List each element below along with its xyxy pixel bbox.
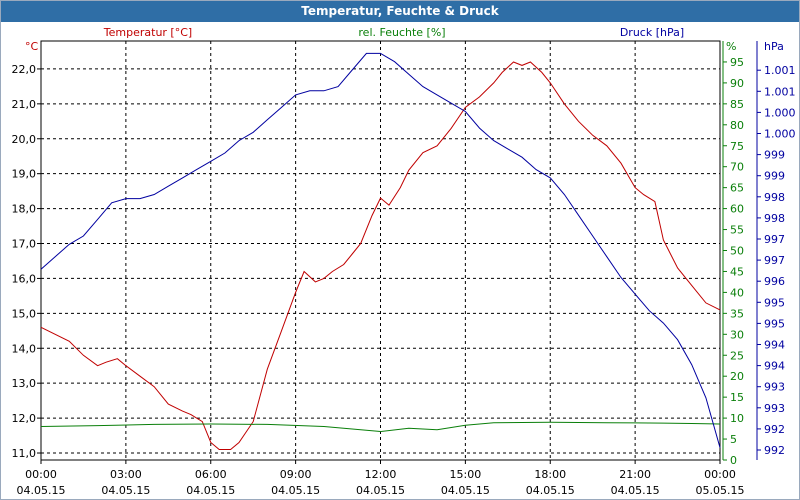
humidity-series-line [40,421,721,433]
temperature-tick-label: 14,0 [12,342,37,355]
pressure-tick-label: 1.001 [764,85,796,98]
humidity-unit-label: % [726,40,736,53]
time-tick-label: 00:00 [25,468,57,481]
pressure-tick-label: 994 [764,339,785,352]
date-tick-label: 04.05.15 [186,484,235,497]
time-tick-label: 09:00 [280,468,312,481]
pressure-axis-label: Druck [hPa] [620,26,684,39]
temperature-tick-label: 16,0 [12,272,37,285]
pressure-tick-label: 992 [764,423,785,436]
humidity-tick-label: 60 [730,203,744,216]
pressure-tick-label: 998 [764,212,785,225]
temperature-axis-label: Temperatur [°C] [103,26,192,39]
date-tick-label: 04.05.15 [526,484,575,497]
humidity-tick-label: 0 [730,454,737,467]
time-axis: 00:00 04.05.15 03:00 04.05.15 06:00 04.05.15 0… [17,460,745,497]
temperature-unit-label: °C [25,40,39,53]
humidity-tick-label: 70 [730,161,744,174]
time-tick-label: 12:00 [365,468,397,481]
pressure-tick-label: 994 [764,360,785,373]
time-tick-label: 00:00 [704,468,736,481]
temperature-axis: 11,0 12,0 13,0 14,0 15,0 16,0 17,0 18,0 19,0 20,0… [12,63,41,460]
series-layer [40,52,721,450]
pressure-unit-label: hPa [764,40,784,53]
time-tick-label: 03:00 [110,468,142,481]
humidity-tick-label: 15 [730,391,744,404]
humidity-tick-label: 95 [730,56,744,69]
date-tick-label: 05.05.15 [696,484,745,497]
humidity-tick-label: 85 [730,98,744,111]
humidity-tick-label: 75 [730,140,744,153]
pressure-tick-label: 997 [764,233,785,246]
pressure-tick-label: 1.000 [764,128,796,141]
humidity-tick-label: 45 [730,265,744,278]
temperature-tick-label: 21,0 [12,98,37,111]
humidity-tick-label: 40 [730,286,744,299]
temperature-tick-label: 11,0 [12,447,37,460]
humidity-tick-label: 65 [730,182,744,195]
date-tick-label: 04.05.15 [441,484,490,497]
axis-headers: °C Temperatur [°C] rel. Feuchte [%] Druck [… [25,26,784,53]
time-tick-label: 21:00 [619,468,651,481]
temperature-tick-label: 20,0 [12,133,37,146]
date-tick-label: 04.05.15 [611,484,660,497]
pressure-tick-label: 1.000 [764,106,796,119]
humidity-axis-label: rel. Feuchte [%] [358,26,445,39]
temperature-tick-label: 15,0 [12,307,37,320]
gridlines [41,41,720,460]
temperature-tick-label: 17,0 [12,238,37,251]
time-tick-label: 15:00 [450,468,482,481]
date-tick-label: 04.05.15 [17,484,66,497]
pressure-series-line [40,52,721,448]
humidity-tick-label: 10 [730,412,744,425]
temperature-tick-label: 22,0 [12,63,37,76]
date-tick-label: 04.05.15 [101,484,150,497]
pressure-tick-label: 996 [764,275,785,288]
time-tick-label: 18:00 [534,468,566,481]
pressure-tick-label: 995 [764,317,785,330]
humidity-tick-label: 50 [730,245,744,258]
temperature-tick-label: 12,0 [12,412,37,425]
humidity-tick-label: 55 [730,224,744,237]
humidity-tick-label: 30 [730,328,744,341]
pressure-tick-label: 997 [764,254,785,267]
temperature-tick-label: 13,0 [12,377,37,390]
humidity-tick-label: 20 [730,370,744,383]
humidity-tick-label: 35 [730,307,744,320]
humidity-tick-label: 5 [730,433,737,446]
pressure-tick-label: 999 [764,170,785,183]
humidity-axis: 0 5 10 15 20 25 30 35 40 45 50 55 60 65 70 75 80 85 90 95 [722,41,744,467]
temperature-tick-label: 18,0 [12,203,37,216]
pressure-tick-label: 993 [764,402,785,415]
humidity-tick-label: 25 [730,349,744,362]
time-tick-label: 06:00 [195,468,227,481]
pressure-tick-label: 999 [764,149,785,162]
humidity-tick-label: 90 [730,77,744,90]
date-tick-label: 04.05.15 [271,484,320,497]
pressure-tick-label: 1.001 [764,64,796,77]
pressure-tick-label: 993 [764,381,785,394]
pressure-axis: 992 992 993 993 994 994 995 995 996 997 997 998 998 9… [756,41,796,460]
pressure-tick-label: 995 [764,296,785,309]
pressure-tick-label: 992 [764,444,785,457]
humidity-tick-label: 80 [730,119,744,132]
temperature-series-line [40,61,721,450]
pressure-tick-label: 998 [764,191,785,204]
window-title: Temperatur, Feuchte & Druck [1,1,799,22]
temperature-tick-label: 19,0 [12,168,37,181]
date-tick-label: 04.05.15 [356,484,405,497]
